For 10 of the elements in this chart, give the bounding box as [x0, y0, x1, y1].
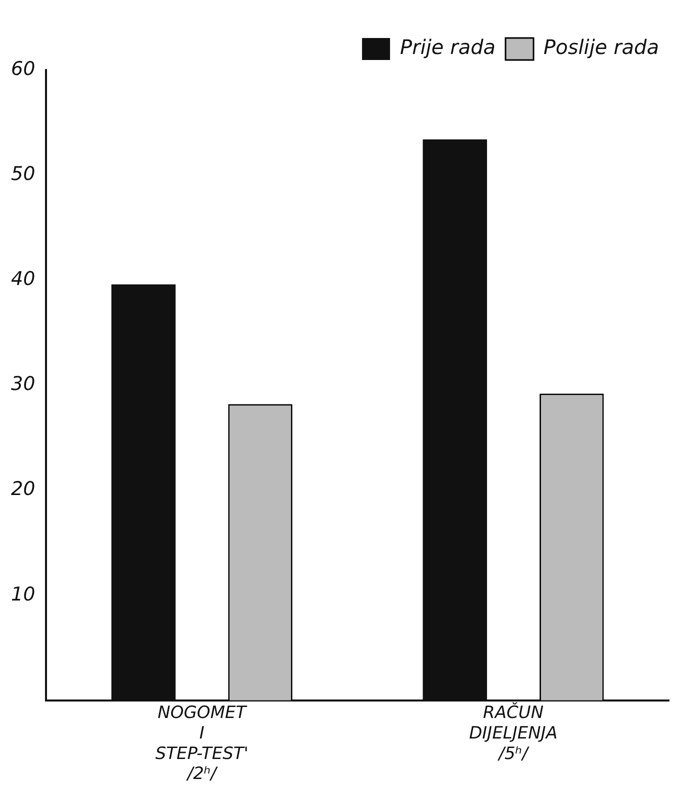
y-tick-label: 20 — [10, 478, 36, 500]
y-tick-label: 50 — [10, 163, 36, 186]
y-tick-label: 60 — [10, 58, 36, 80]
x-tick-label: NOGOMET I STEP-TEST' /2ʰ/ — [155, 703, 248, 784]
legend-label: Prije rada — [400, 35, 496, 60]
x-tick-label: RAČUN DIJELJENJA /5ʰ/ — [469, 702, 558, 764]
y-tick-label: 40 — [10, 268, 36, 290]
y-tick-label: 10 — [10, 583, 36, 606]
legend-label: Poslije rada — [544, 35, 660, 60]
y-tick-label: 30 — [10, 373, 36, 396]
